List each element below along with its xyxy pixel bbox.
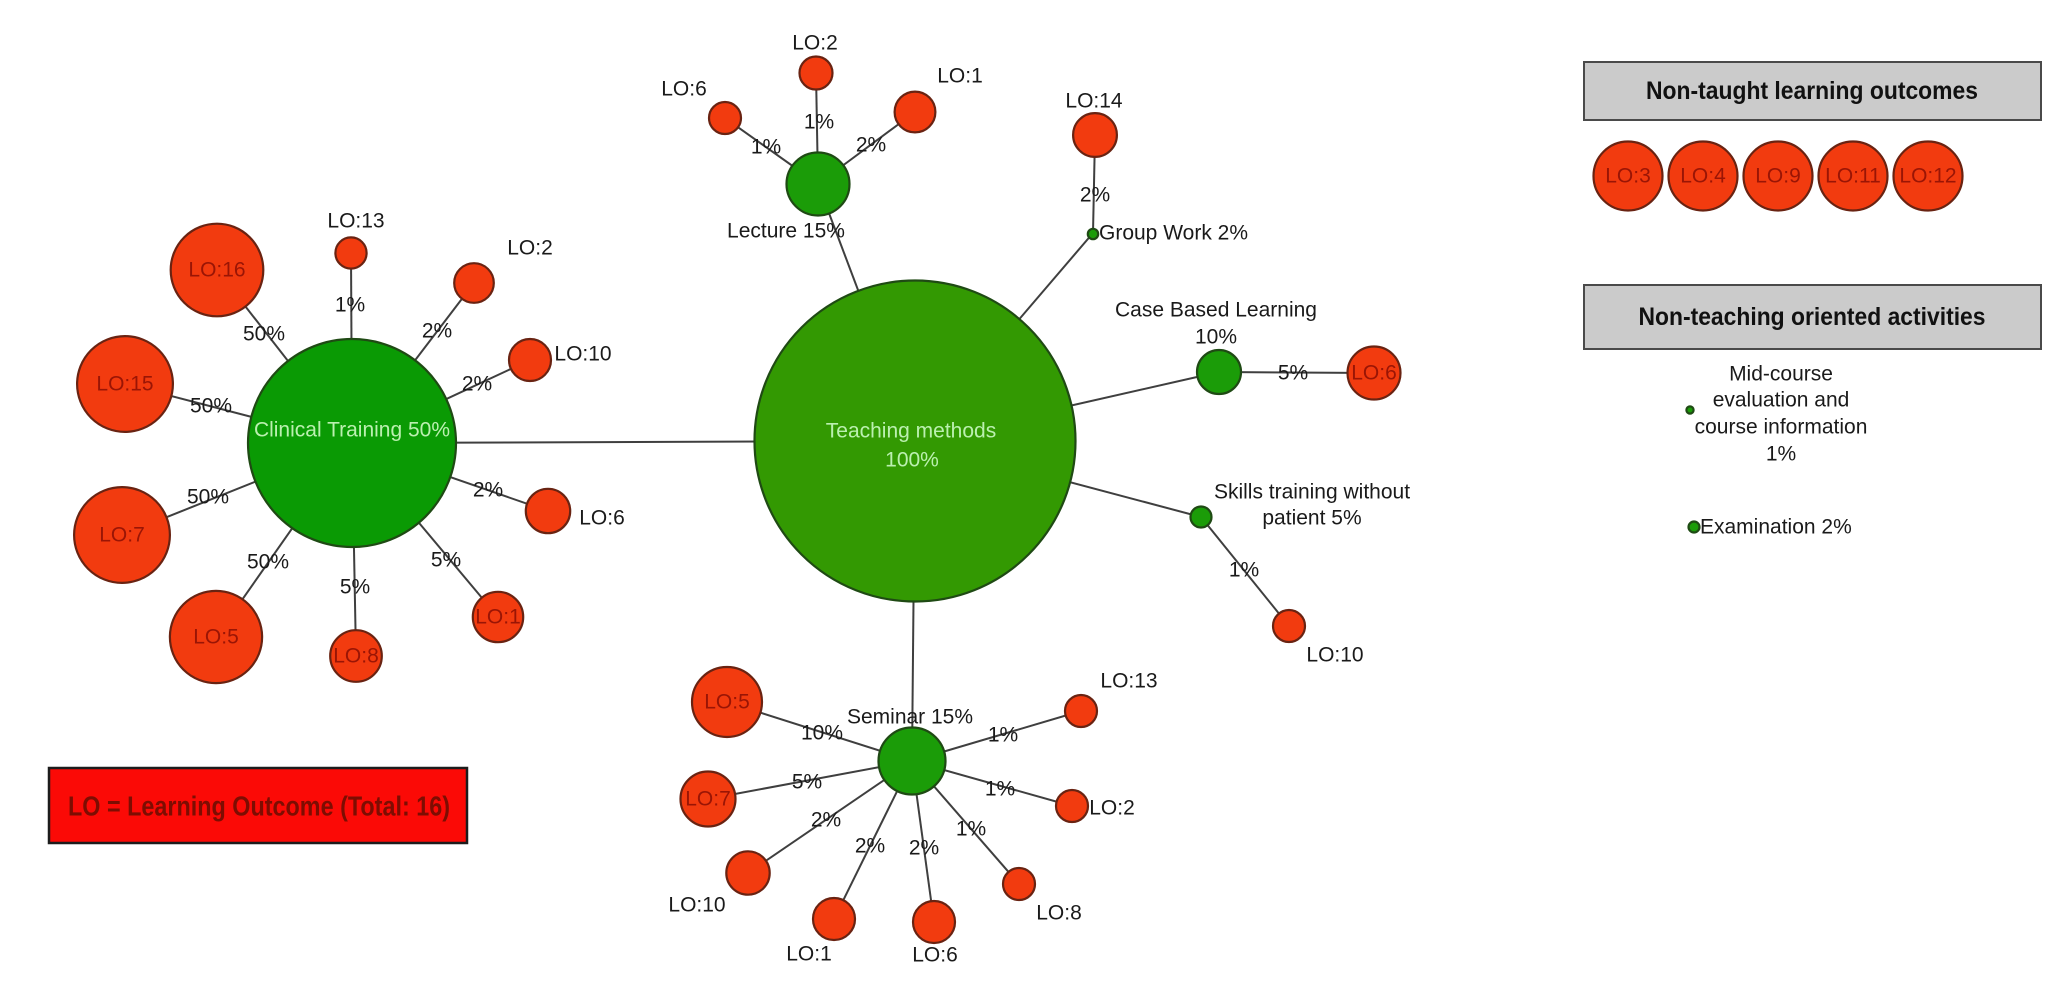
svg-text:LO:14: LO:14 [1065,90,1123,113]
svg-text:Lecture 15%: Lecture 15% [727,220,845,243]
svg-text:2%: 2% [1080,184,1110,207]
svg-text:2%: 2% [473,479,503,502]
svg-text:2%: 2% [855,835,885,858]
svg-text:1%: 1% [751,136,781,159]
svg-text:LO:8: LO:8 [1036,902,1082,925]
svg-text:LO:2: LO:2 [792,32,838,55]
svg-text:patient 5%: patient 5% [1262,507,1361,530]
svg-text:1%: 1% [804,111,834,134]
svg-text:LO:1: LO:1 [786,943,832,966]
svg-text:LO:2: LO:2 [507,237,553,260]
svg-text:1%: 1% [956,818,986,841]
svg-text:50%: 50% [190,395,232,418]
svg-text:LO:7: LO:7 [685,788,731,811]
svg-text:2%: 2% [811,809,841,832]
svg-text:1%: 1% [1229,559,1259,582]
svg-text:course information: course information [1695,416,1868,439]
svg-text:50%: 50% [243,323,285,346]
svg-text:LO:13: LO:13 [1100,670,1157,693]
svg-text:LO:11: LO:11 [1825,165,1881,188]
svg-text:10%: 10% [801,722,843,745]
svg-text:Non-teaching oriented activiti: Non-teaching oriented activities [1639,303,1986,331]
svg-text:1%: 1% [1766,443,1796,466]
svg-text:Examination 2%: Examination 2% [1700,516,1852,539]
svg-text:LO:5: LO:5 [193,626,239,649]
svg-text:2%: 2% [462,373,492,396]
svg-text:Case Based Learning: Case Based Learning [1115,299,1317,322]
svg-text:5%: 5% [431,549,461,572]
svg-text:LO:10: LO:10 [1306,644,1363,667]
svg-text:5%: 5% [1278,362,1308,385]
svg-text:LO:12: LO:12 [1899,165,1956,188]
svg-text:LO:8: LO:8 [333,645,379,668]
svg-text:LO:10: LO:10 [668,894,725,917]
svg-text:evaluation and: evaluation and [1713,389,1850,412]
svg-text:LO:10: LO:10 [554,343,611,366]
svg-text:LO:16: LO:16 [188,259,245,282]
svg-text:Clinical Training 50%: Clinical Training 50% [254,419,450,442]
svg-text:Group Work 2%: Group Work 2% [1099,222,1248,245]
svg-text:1%: 1% [335,294,365,317]
svg-text:Skills training without: Skills training without [1214,481,1410,504]
svg-text:5%: 5% [792,771,822,794]
svg-text:LO:6: LO:6 [912,944,958,967]
svg-text:LO = Learning Outcome (Total:: LO = Learning Outcome (Total: 16) [68,791,450,822]
svg-text:10%: 10% [1195,326,1237,349]
svg-text:Non-taught learning outcomes: Non-taught learning outcomes [1646,77,1978,105]
svg-text:LO:7: LO:7 [99,524,145,547]
svg-text:LO:13: LO:13 [327,210,384,233]
svg-text:2%: 2% [856,134,886,157]
svg-text:LO:6: LO:6 [1351,362,1397,385]
svg-text:50%: 50% [187,486,229,509]
svg-text:1%: 1% [985,778,1015,801]
svg-text:LO:4: LO:4 [1680,165,1726,188]
svg-text:50%: 50% [247,551,289,574]
svg-text:LO:9: LO:9 [1755,165,1801,188]
svg-text:LO:2: LO:2 [1089,797,1135,820]
svg-text:LO:1: LO:1 [937,65,983,88]
svg-text:LO:6: LO:6 [579,507,625,530]
svg-text:1%: 1% [988,724,1018,747]
svg-text:Seminar 15%: Seminar 15% [847,706,973,729]
svg-text:LO:1: LO:1 [475,606,521,629]
svg-text:LO:5: LO:5 [704,691,750,714]
svg-text:100%: 100% [885,449,939,472]
svg-text:2%: 2% [909,837,939,860]
svg-text:2%: 2% [422,320,452,343]
svg-text:Teaching methods: Teaching methods [826,420,996,443]
svg-text:5%: 5% [340,576,370,599]
svg-text:LO:3: LO:3 [1605,165,1651,188]
svg-text:LO:15: LO:15 [96,373,153,396]
svg-text:Mid-course: Mid-course [1729,363,1833,386]
svg-text:LO:6: LO:6 [661,78,707,101]
